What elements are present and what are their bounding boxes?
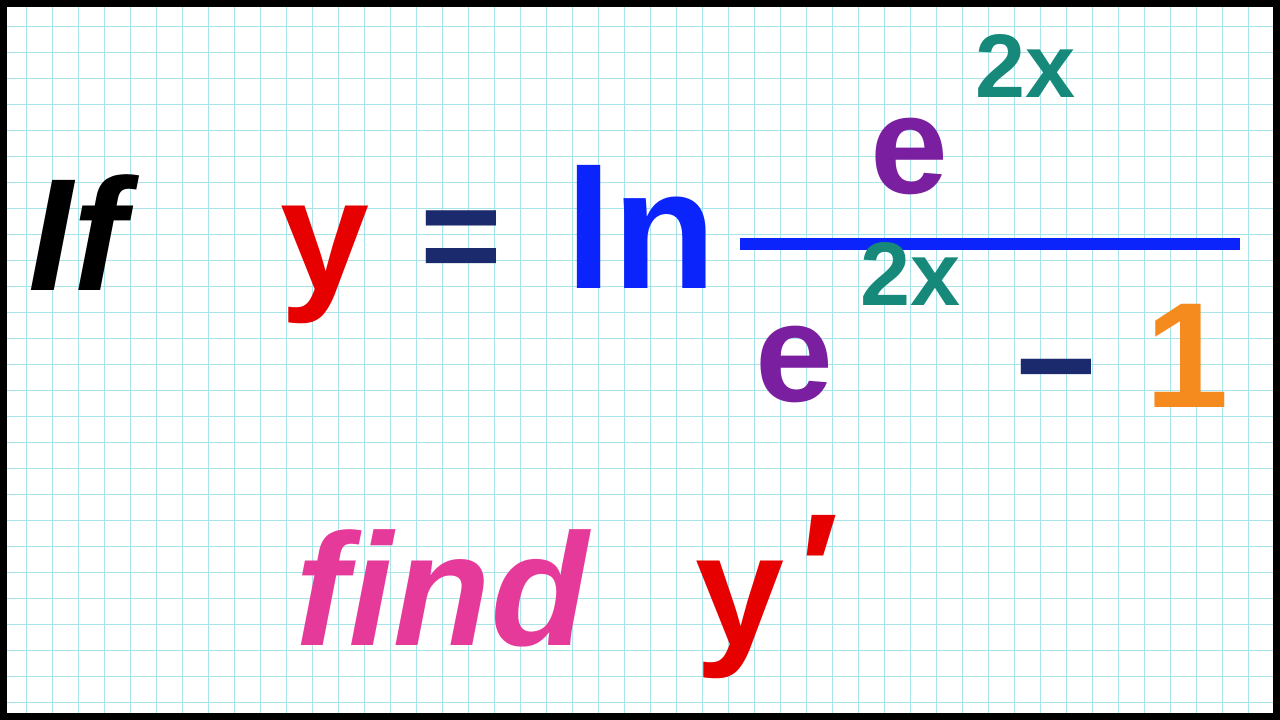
denominator-exponent: 2x xyxy=(860,230,960,320)
math-slide: If y = ln e 2x e 2x − 1 find y ′ xyxy=(0,0,1280,720)
function-ln: ln xyxy=(565,145,716,315)
variable-y: y xyxy=(280,155,369,315)
constant-one: 1 xyxy=(1145,280,1228,430)
prime-mark: ′ xyxy=(800,490,838,650)
fraction-bar xyxy=(740,238,1240,250)
variable-y-prime: y xyxy=(695,510,784,670)
word-find: find xyxy=(295,510,588,670)
numerator-exponent: 2x xyxy=(975,22,1075,112)
minus-sign: − xyxy=(1015,295,1097,435)
equation-layer: If y = ln e 2x e 2x − 1 find y ′ xyxy=(0,0,1280,720)
numerator-e: e xyxy=(870,75,948,215)
equals-sign: = xyxy=(420,165,502,305)
word-if: If xyxy=(28,155,126,315)
denominator-e: e xyxy=(755,283,833,423)
